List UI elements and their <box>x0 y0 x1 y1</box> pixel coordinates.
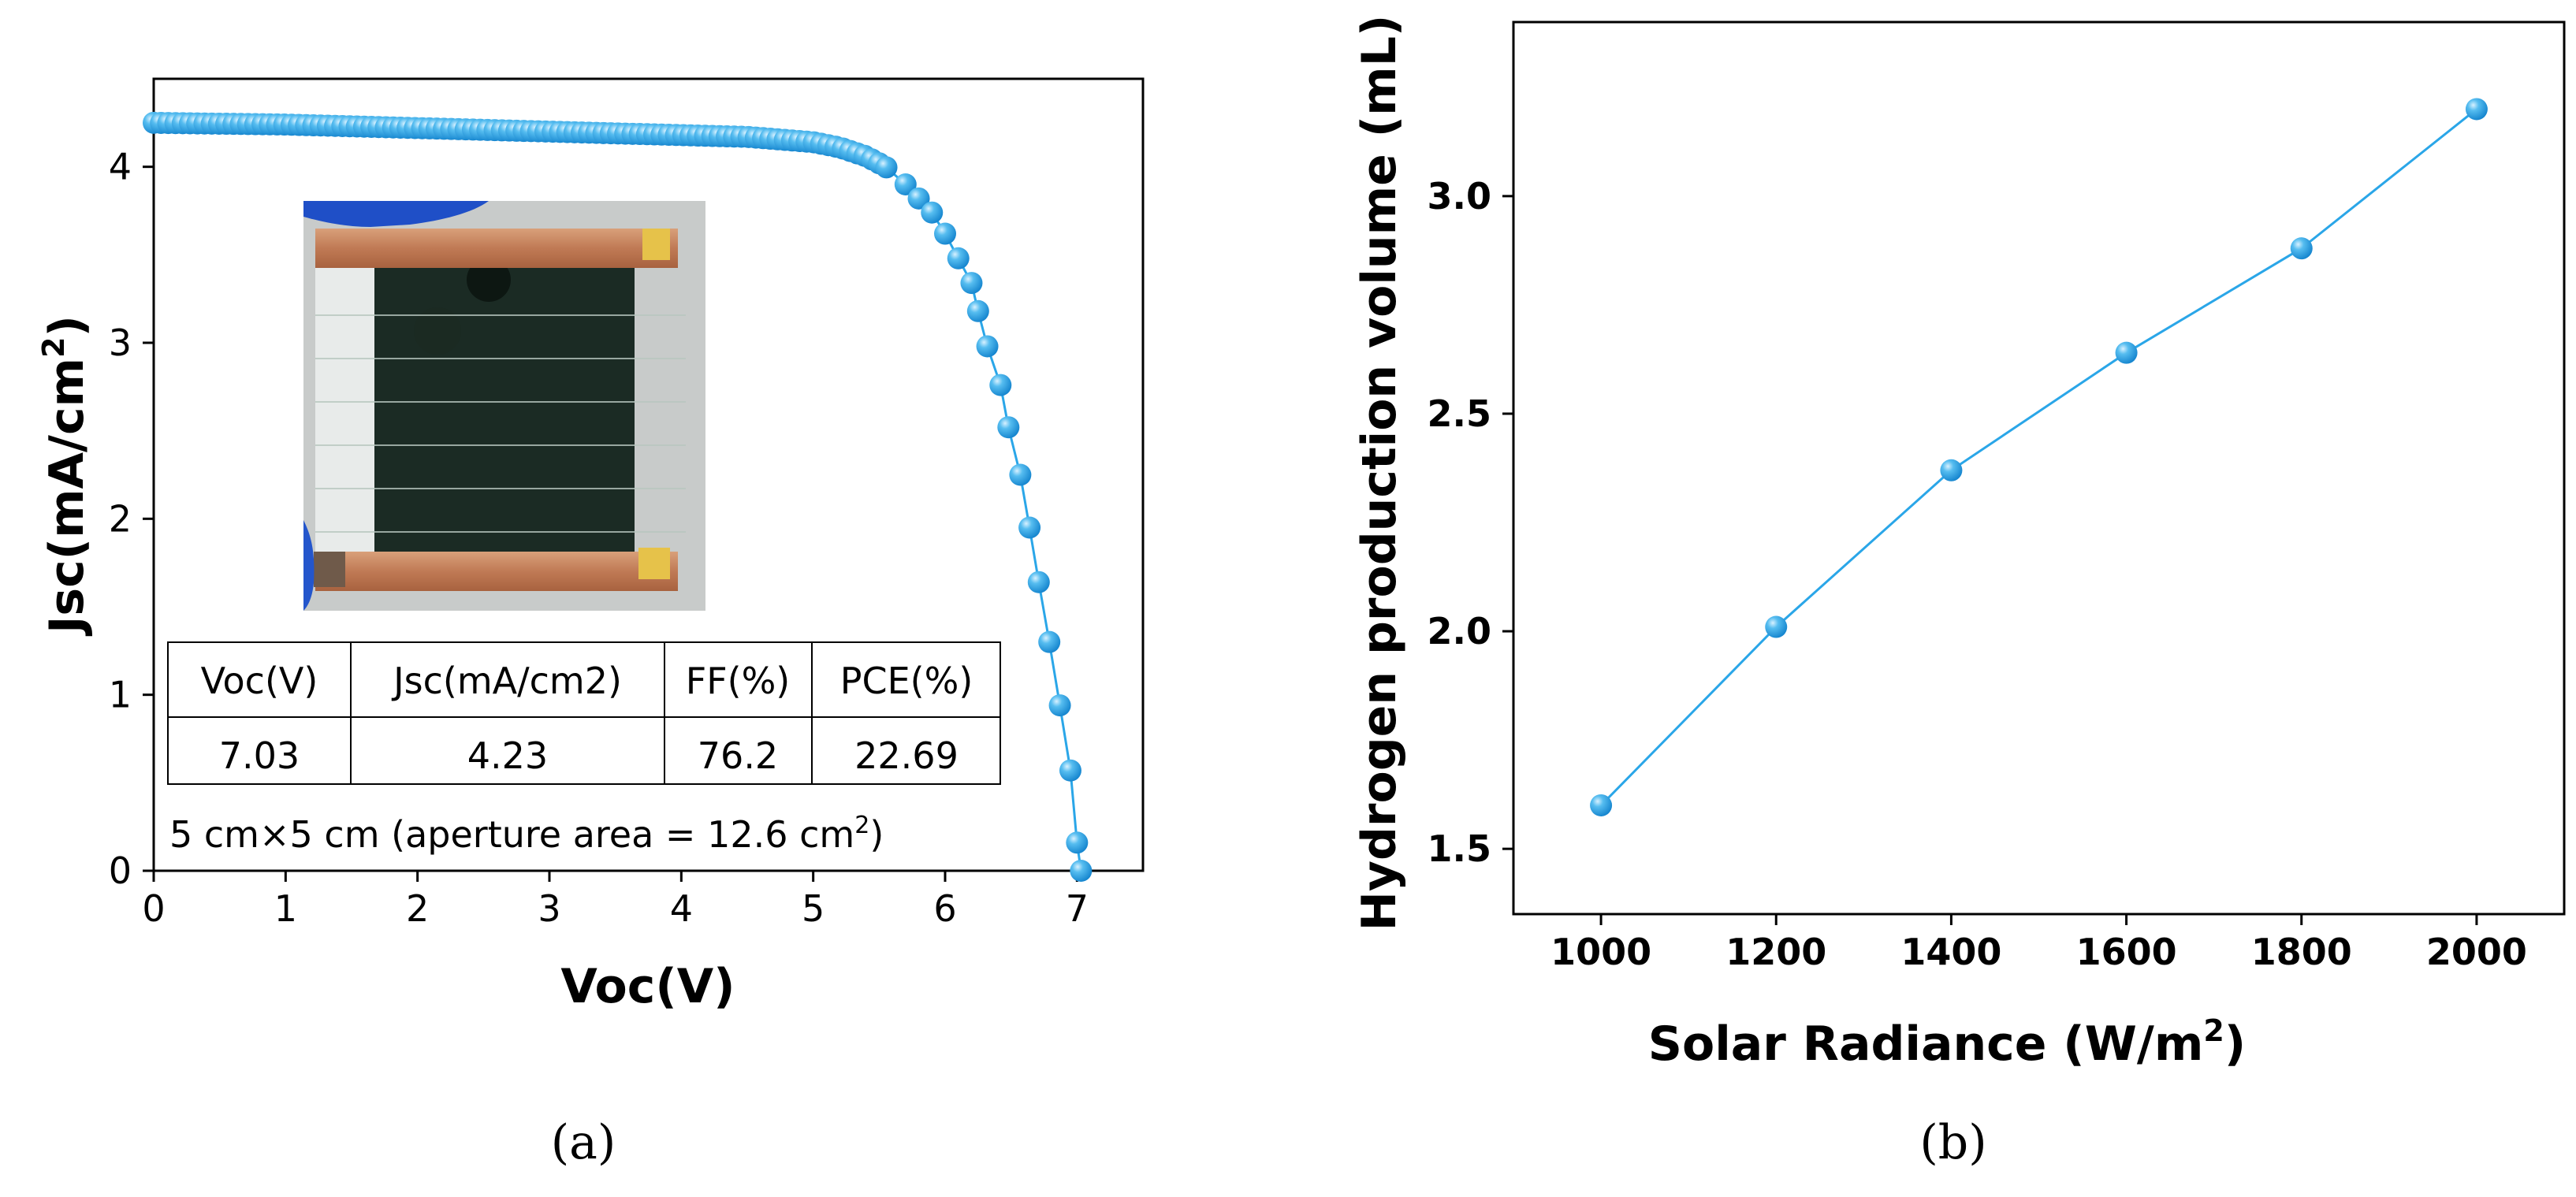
data-point <box>966 299 989 322</box>
panel-a-y-ticks: 0 1 2 3 4 <box>109 146 154 892</box>
x-tick-label: 1600 <box>2076 931 2177 973</box>
x-tick-label: 4 <box>670 887 693 930</box>
panel-b-label: (b) <box>1919 1115 1986 1170</box>
data-point <box>1018 516 1041 539</box>
data-point <box>989 374 1012 396</box>
data-point <box>934 222 956 245</box>
data-point <box>2115 341 2138 364</box>
x-tick-label: 1200 <box>1725 931 1826 973</box>
panel-b: 1000 1200 1400 1600 1800 2000 1.5 2.0 2.5 3.0 So… <box>1352 15 2566 1170</box>
data-point <box>875 156 898 179</box>
data-point <box>1070 860 1093 882</box>
y-tick-label: 4 <box>109 146 132 188</box>
panel-a: 0 1 2 3 4 5 6 7 0 1 2 3 4 <box>36 77 1145 1170</box>
data-point <box>894 173 917 195</box>
series-line <box>1600 108 2477 807</box>
data-point <box>1590 794 1613 816</box>
x-tick-label: 1800 <box>2251 931 2352 973</box>
data-point <box>921 201 944 224</box>
panel-a-x-ticks: 0 1 2 3 4 5 6 7 <box>142 871 1089 930</box>
panel-b-plot-frame <box>1512 20 2566 916</box>
table-header-ff: FF(%) <box>686 660 791 702</box>
table-header-jsc: Jsc(mA/cm2) <box>391 660 622 702</box>
x-tick-label: 2 <box>406 887 429 930</box>
data-point <box>1765 615 1788 638</box>
solar-cell-photo <box>303 201 705 611</box>
x-tick-label: 1400 <box>1900 931 2001 973</box>
x-tick-label: 1000 <box>1550 931 1651 973</box>
data-point <box>1940 459 1963 481</box>
data-point <box>2465 98 2488 121</box>
table-value-voc: 7.03 <box>219 734 300 777</box>
panel-a-label: (a) <box>551 1115 616 1170</box>
data-point <box>1009 463 1032 486</box>
x-tick-label: 1 <box>274 887 297 930</box>
panel-a-series <box>143 111 1093 882</box>
x-tick-label: 3 <box>538 887 560 930</box>
panel-b-y-ticks: 1.5 2.0 2.5 3.0 <box>1428 175 1513 870</box>
table-value-jsc: 4.23 <box>467 734 548 777</box>
data-point <box>947 247 970 270</box>
table-value-ff: 76.2 <box>698 734 778 777</box>
data-point <box>976 335 999 358</box>
data-point <box>1059 759 1081 782</box>
table-value-pce: 22.69 <box>854 734 959 777</box>
y-tick-label: 2 <box>109 497 132 540</box>
data-point <box>960 272 983 295</box>
data-point <box>1048 694 1071 717</box>
y-tick-label: 0 <box>109 849 132 892</box>
panel-b-series <box>1590 98 2488 816</box>
parameters-table: Voc(V) Jsc(mA/cm2) FF(%) PCE(%) 7.03 4.2… <box>167 641 1001 785</box>
panel-a-plot-frame <box>152 77 1145 872</box>
y-tick-label: 1.5 <box>1428 827 1492 870</box>
x-tick-label: 6 <box>933 887 956 930</box>
x-tick-label: 0 <box>142 887 165 930</box>
panel-a-x-axis-title: Voc(V) <box>560 959 735 1014</box>
y-tick-label: 2.0 <box>1428 610 1492 652</box>
data-point <box>907 187 930 210</box>
y-tick-label: 1 <box>109 674 132 716</box>
data-point <box>1027 571 1050 593</box>
panel-b-y-axis-title: Hydrogen production volume (mL) <box>1352 15 1407 931</box>
data-point <box>997 416 1020 439</box>
table-header-pce: PCE(%) <box>840 660 973 702</box>
x-tick-label: 2000 <box>2426 931 2527 973</box>
aperture-note: 5 cm×5 cm (aperture area = 12.6 cm2) <box>169 812 884 856</box>
y-tick-label: 3 <box>109 322 132 364</box>
data-point <box>2290 237 2313 260</box>
panel-b-x-ticks: 1000 1200 1400 1600 1800 2000 <box>1550 914 2527 973</box>
x-tick-label: 7 <box>1066 887 1089 930</box>
table-header-voc: Voc(V) <box>201 660 318 702</box>
y-tick-label: 3.0 <box>1428 175 1492 217</box>
data-point <box>1066 831 1089 854</box>
y-tick-label: 2.5 <box>1428 392 1492 435</box>
panel-a-y-axis-title: Jsc(mA/cm2) <box>36 315 95 637</box>
data-point <box>1038 630 1061 653</box>
panel-b-x-axis-title: Solar Radiance (W/m2) <box>1648 1013 2246 1072</box>
x-tick-label: 5 <box>802 887 825 930</box>
